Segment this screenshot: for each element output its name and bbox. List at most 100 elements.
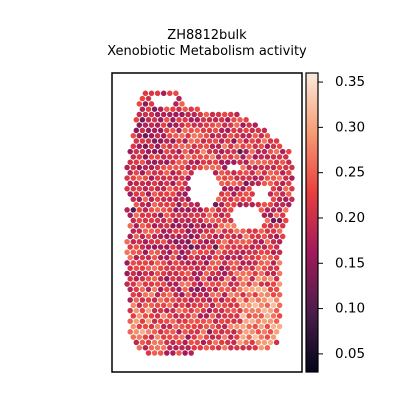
- spot: [182, 265, 188, 271]
- spot: [212, 329, 219, 335]
- spot: [154, 281, 161, 287]
- spot: [231, 148, 237, 155]
- spot: [203, 270, 210, 277]
- spot: [273, 329, 280, 335]
- spot: [261, 148, 268, 155]
- spot: [243, 286, 249, 293]
- spot: [255, 297, 262, 303]
- spot: [191, 249, 197, 256]
- spot: [273, 286, 280, 293]
- spot: [164, 233, 170, 240]
- spot: [139, 159, 146, 165]
- spot: [258, 164, 265, 171]
- spot: [154, 164, 161, 171]
- spot: [215, 249, 222, 256]
- spot: [139, 170, 146, 176]
- spot: [167, 249, 173, 256]
- spot: [252, 334, 258, 340]
- spot: [133, 191, 140, 197]
- spot: [209, 291, 216, 298]
- spot: [252, 238, 258, 245]
- spot: [154, 185, 161, 192]
- spot: [243, 138, 249, 144]
- spot: [270, 207, 277, 213]
- spot: [273, 339, 280, 346]
- spot: [270, 313, 277, 319]
- spot: [273, 276, 280, 282]
- spot: [240, 132, 246, 139]
- spot: [246, 122, 252, 128]
- spot: [130, 217, 137, 224]
- spot: [151, 254, 158, 261]
- spot: [206, 265, 213, 271]
- spot: [167, 143, 173, 150]
- spot: [221, 132, 228, 139]
- spot: [179, 111, 185, 118]
- spot: [130, 164, 137, 171]
- spot: [197, 302, 204, 309]
- spot: [231, 244, 237, 250]
- spot: [273, 233, 280, 240]
- spot: [231, 276, 237, 282]
- spot: [167, 154, 173, 160]
- spot: [255, 138, 262, 144]
- spot: [185, 281, 191, 287]
- spot: [142, 185, 149, 192]
- spot: [267, 339, 274, 346]
- spot: [264, 260, 271, 266]
- spot: [188, 339, 194, 346]
- spot: [228, 143, 234, 150]
- spot: [225, 159, 231, 165]
- spot: [279, 191, 286, 197]
- spot: [237, 170, 243, 176]
- spot: [145, 276, 152, 282]
- spot: [243, 117, 249, 123]
- spot: [139, 244, 146, 250]
- spot: [145, 170, 152, 176]
- spot: [270, 143, 277, 150]
- spot: [276, 154, 283, 160]
- spot: [185, 270, 191, 277]
- spot: [215, 313, 222, 319]
- spot: [261, 170, 268, 176]
- spot: [252, 291, 258, 298]
- spot: [136, 154, 143, 160]
- spot: [148, 302, 155, 309]
- spot: [231, 339, 237, 346]
- spot: [234, 132, 240, 139]
- spot: [194, 318, 201, 324]
- spot: [279, 170, 286, 176]
- spot: [157, 329, 164, 335]
- spot: [249, 276, 255, 282]
- spot: [273, 212, 280, 218]
- spot: [206, 307, 213, 314]
- spot: [191, 281, 197, 287]
- spot: [221, 334, 228, 340]
- spot: [218, 318, 225, 324]
- spot: [157, 106, 164, 112]
- spot: [136, 270, 143, 277]
- spot: [188, 170, 194, 176]
- spot: [276, 313, 283, 319]
- spot: [215, 228, 222, 234]
- spot: [167, 217, 173, 224]
- spot: [252, 302, 258, 309]
- chart-title: ZH8812bulk Xenobiotic Metabolism activit…: [107, 28, 307, 59]
- spot: [273, 180, 280, 187]
- spot: [270, 291, 277, 298]
- spot: [276, 207, 283, 213]
- spot: [237, 297, 243, 303]
- spot: [145, 297, 152, 303]
- spot: [185, 291, 191, 298]
- spot: [255, 244, 262, 250]
- spot: [270, 154, 277, 160]
- spot: [206, 244, 213, 250]
- spot: [139, 138, 146, 144]
- spot: [270, 323, 277, 330]
- spot: [231, 201, 237, 208]
- spot: [151, 318, 158, 324]
- spot: [170, 297, 176, 303]
- spot: [167, 132, 173, 139]
- spot: [167, 302, 173, 309]
- spot: [145, 201, 152, 208]
